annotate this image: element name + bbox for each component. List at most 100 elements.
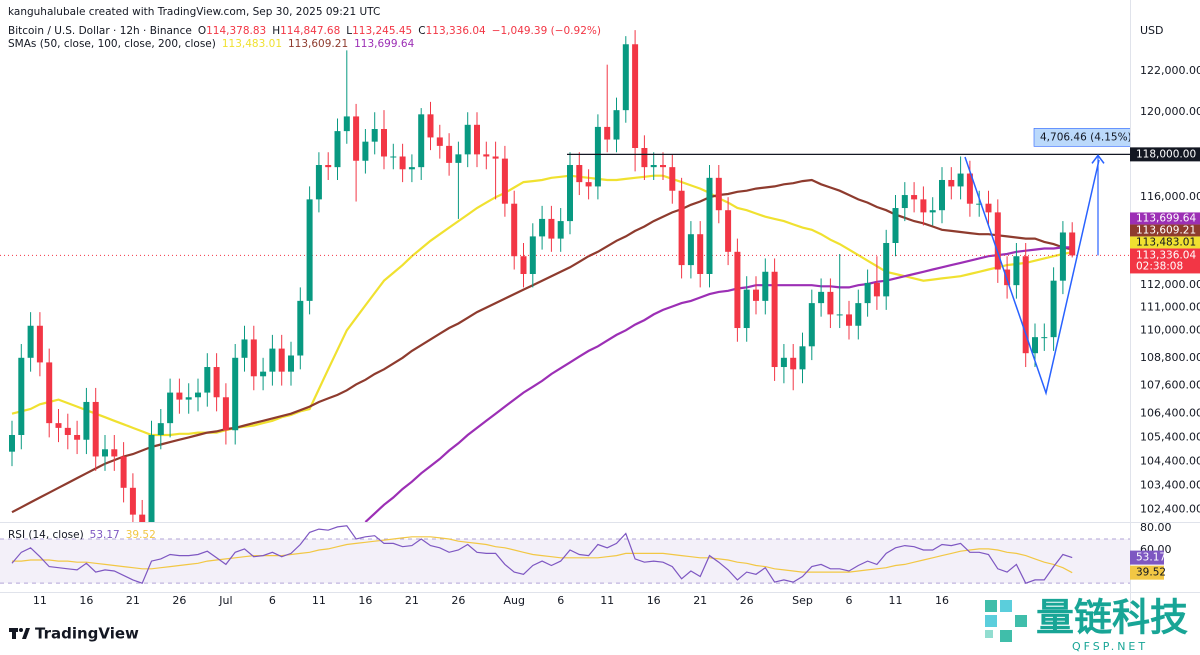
footer-brand: TradingView [35,625,139,643]
measure-arrowhead [1091,154,1105,164]
x-tick-label: Aug [503,594,524,607]
candle-body [464,124,471,155]
candle-body [594,126,601,187]
candle-body [371,129,378,142]
ohlc-key: L [346,25,352,37]
x-tick-label: 11 [889,594,903,607]
rsi-line [11,525,1073,584]
candle-body [846,314,852,326]
candle-body [139,514,146,522]
x-tick-label: 6 [846,594,853,607]
change-value: −1,049.39 (−0.92%) [492,25,601,37]
rsi-tick-label: 80.00 [1140,521,1172,534]
candle-body [157,423,164,435]
candle-body [278,348,285,372]
y-tick-label: 110,000.00 [1140,323,1200,336]
x-tick-label: 21 [405,594,419,607]
candle-body [808,303,815,347]
countdown-label: 02:38:08 [1136,260,1183,272]
header-credit: kanguhalubale created with TradingView.c… [8,6,380,18]
pattern-drawing [964,156,1100,396]
candle-body [232,357,239,431]
footer-logo [9,628,30,639]
candle-body [929,210,936,213]
candle-body [771,271,778,368]
sma-value-box [1130,236,1200,249]
candle-body [697,234,704,274]
candle-body [604,126,611,140]
candle-body [334,131,341,168]
candle-body [120,456,127,488]
candle-body [557,221,564,239]
rsi-value: 53.17 [90,529,120,541]
candle-body [1032,337,1038,354]
watermark-text: 量链科技 [1036,596,1188,640]
x-tick-label: 11 [600,594,614,607]
rsi-title: RSI (14, close) [8,529,84,541]
x-tick-label: Sep [792,594,813,607]
candle-body [920,199,927,213]
measure-label-group: 4,706.46 (4.15%) 47 [1033,128,1148,147]
ohlc-value: 113,336.04 [426,25,486,37]
sma-legend: SMAs (50, close, 100, close, 200, close)… [8,38,415,50]
y-tick-label: 102,400.00 [1140,503,1200,516]
candle-body [55,423,62,428]
rsi-value-box [1130,565,1164,580]
candle-body [539,218,546,237]
rsi-value-label: 39.52 [1136,567,1166,579]
candle-body [1022,256,1029,354]
rsi-pane [0,525,1130,584]
candle-body [111,449,118,457]
candle-body [46,362,53,424]
x-tick-label: Jul [218,594,232,607]
level-label: 118,000.00 [1136,148,1196,160]
candle-body [36,325,43,363]
candle-body [780,357,787,368]
candle-body [753,289,759,301]
candle-body [64,427,71,435]
candle-body [669,167,676,191]
candle-body [966,173,973,204]
ohlc-value: 114,378.83 [206,25,266,37]
candle-body [18,357,25,435]
symbol-title: Bitcoin / U.S. Dollar · 12h · Binance [8,25,192,37]
candle-body [1013,256,1020,286]
candle-body [567,165,573,222]
watermark-sub: QFSP.NET [1072,640,1148,653]
candle-body [855,303,862,326]
candle-body [976,203,983,205]
candle-body [864,282,871,304]
candle-body [529,236,536,274]
y-tick-label: 120,000.00 [1140,105,1200,118]
sma-line [364,246,1073,522]
x-tick-label: 26 [740,594,754,607]
price-pane [0,30,1130,522]
measure-label: 4,706.46 (4.15%) 47 [1040,131,1148,143]
rsi-value-box [1130,550,1164,565]
candle-body [985,203,992,213]
ohlc-key: C [418,25,425,37]
candle-body [827,291,834,315]
candle-body [241,339,248,358]
x-tick-label: 16 [79,594,93,607]
sma-value-label: 113,699.64 [1136,212,1196,224]
candle-body [725,210,732,252]
watermark-logo [985,600,1027,642]
sma-line [11,174,1073,437]
candle-body [660,165,666,168]
candle-body [687,234,694,266]
x-tick-label: 26 [172,594,186,607]
candle-body [1050,280,1057,338]
candle-body [994,212,1001,270]
sma-value: 113,483.01 [222,38,282,50]
candle-body [911,195,918,200]
ohlc-value: 114,847.68 [280,25,340,37]
candle-body [325,165,332,168]
candle-body [455,154,462,163]
candle-body [799,346,806,370]
candle-body [483,154,490,157]
candle-body [818,291,825,304]
x-tick-label: 6 [557,594,564,607]
candle-body [353,116,360,161]
